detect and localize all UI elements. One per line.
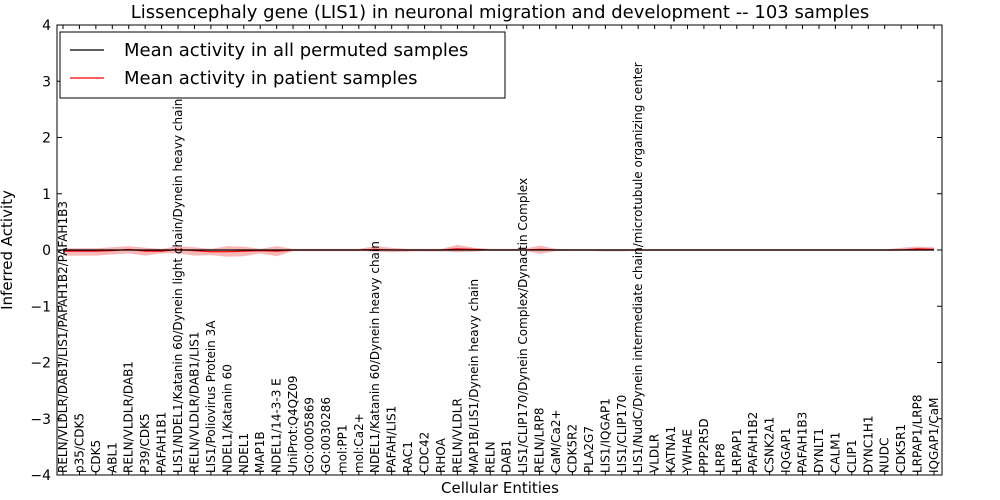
x-tick-label-lis1-clip170: LIS1/CLIP170 [615,395,629,473]
x-tick-label-ppp2r5d: PPP2R5D [697,418,711,473]
x-tick-label-calm1: CALM1 [828,432,842,473]
x-tick-label-ndel1: NDEL1 [237,433,251,473]
x-tick-label-lis1-iqgap1: LIS1/IQGAP1 [598,398,612,473]
x-tick-label-pafah-lis1: PAFAH/LIS1 [385,406,399,473]
x-tick-label-p39-cdk5: P39/CDK5 [138,413,152,473]
legend: Mean activity in all permuted samples Me… [59,31,506,99]
x-tick-label-dab1: DAB1 [500,440,514,473]
y-tick-label: −3 [30,412,51,428]
x-tick-label-reln-vldlr-dab1-lis1: RELN/VLDLR/DAB1/LIS1 [188,332,202,473]
legend-label-patient: Mean activity in patient samples [124,68,418,89]
x-tick-label-csnk2a1: CSNK2A1 [763,417,777,473]
x-tick-label-lis1-clip170-dynein-complex-dynactin-complex: LIS1/CLIP170/Dynein Complex/Dynactin Com… [516,178,530,473]
x-tick-label-mol-pp1: mol:PP1 [335,424,349,473]
y-axis: −4 −3 −2 −1 0 1 2 3 4 [30,18,942,484]
x-tick-label-katna1: KATNA1 [664,426,678,473]
x-tick-label-pla2g7: PLA2G7 [582,426,596,473]
x-tick-label-vldlr: VLDLR [648,434,662,473]
y-axis-label: Inferred Activity [0,190,16,310]
x-tick-label-ndel1-katanin-60-dynein-heavy-chain: NDEL1/Katanin 60/Dynein heavy chain [368,241,382,473]
x-tick-label-go-0005869: GO:0005869 [303,397,317,473]
y-tick-label: 1 [42,187,51,203]
x-tick-label-pafah1b1: PAFAH1B1 [155,412,169,473]
x-axis-label: Cellular Entities [441,479,559,497]
x-tick-label-lis1-ndel1-katanin-60-dynein-light-chain-dynein-heavy-chain: LIS1/NDEL1/Katanin 60/Dynein light chain… [171,99,185,473]
x-tick-label-cdk5r1: CDK5R1 [894,424,908,473]
band-mean-activity-in-patient-samples [63,244,934,257]
y-tick-label: −1 [30,299,51,315]
series-lines [63,248,935,253]
x-tick-label-lrpap1: LRPAP1 [730,428,744,473]
chart-title: Lissencephaly gene (LIS1) in neuronal mi… [131,2,870,23]
x-tick-label-reln-vldlr-dab1-lis1-pafah1b2-pafah1b3: RELN/VLDLR/DAB1/LIS1/PAFAH1B2/PAFAH1B3 [56,201,70,473]
x-tick-label-p35-cdk5: p35/CDK5 [72,413,86,473]
x-tick-label-ywhae: YWHAE [681,429,695,474]
x-tick-label-pafah1b3: PAFAH1B3 [796,412,810,473]
y-tick-label: −2 [30,356,51,372]
x-tick-label-lrpap1-lrp8: LRPAP1/LRP8 [911,394,925,473]
x-tick-label-rac1: RAC1 [401,441,415,473]
x-tick-label-mol-ca2: mol:Ca2+ [352,413,366,473]
x-axis: RELN/VLDLR/DAB1/LIS1/PAFAH1B2/PAFAH1B3 p3… [56,25,941,475]
legend-label-permuted: Mean activity in all permuted samples [124,40,468,61]
x-tick-label-ndel1-katanin-60: NDEL1/Katanin 60 [220,364,234,473]
x-tick-label-uniprot-q4qz09: UniProt:Q4QZ09 [286,375,300,473]
x-tick-label-iqgap1: IQGAP1 [779,428,793,473]
x-tick-label-cam-ca2: CaM/Ca2+ [549,409,563,473]
x-tick-label-go-0030286: GO:0030286 [319,397,333,473]
legend-box [59,31,506,99]
x-tick-label-map1b: MAP1B [253,431,267,473]
x-tick-label-ndel1-14-3-3-e: NDEL1/14-3-3 E [270,378,284,473]
x-tick-label-clip1: CLIP1 [845,440,859,473]
x-tick-label-cdc42: CDC42 [418,432,432,473]
y-tick-label: 2 [42,131,51,147]
y-tick-label: 3 [42,74,51,90]
x-tick-label-lis1-nudc-dynein-intermediate-chain-microtubule-organizing-center: LIS1/NudC/Dynein intermediate chain/micr… [631,62,645,473]
y-tick-label: −4 [30,468,51,484]
x-tick-label-lis1-poliovirus-protein-3a: LIS1/Poliovirus Protein 3A [204,320,218,473]
x-tick-label-lrp8: LRP8 [713,443,727,473]
x-tick-label-cdk5r2: CDK5R2 [566,424,580,473]
x-tick-label-reln: RELN [483,441,497,473]
x-tick-label-dync1h1: DYNC1H1 [861,415,875,473]
x-tick-label-iqgap1-cam: IQGAP1/CaM [927,398,941,474]
x-tick-label-cdk5: CDK5 [89,440,103,473]
x-tick-label-map1b-lis1-dynein-heavy-chain: MAP1B/LIS1/Dynein heavy chain [467,279,481,473]
x-tick-label-reln-vldlr: RELN/VLDLR [450,398,464,473]
y-tick-label: 0 [42,243,51,259]
x-tick-label-dynlt1: DYNLT1 [812,428,826,473]
x-tick-label-pafah1b2: PAFAH1B2 [746,412,760,473]
x-tick-label-reln-vldlr-dab1: RELN/VLDLR/DAB1 [122,361,136,473]
x-tick-label-reln-lrp8: RELN/LRP8 [533,407,547,473]
y-tick-label: 4 [42,18,51,34]
x-tick-label-abl1: ABL1 [105,442,119,473]
x-tick-label-rhoa: RHOA [434,437,448,473]
x-tick-label-nudc: NUDC [878,438,892,473]
